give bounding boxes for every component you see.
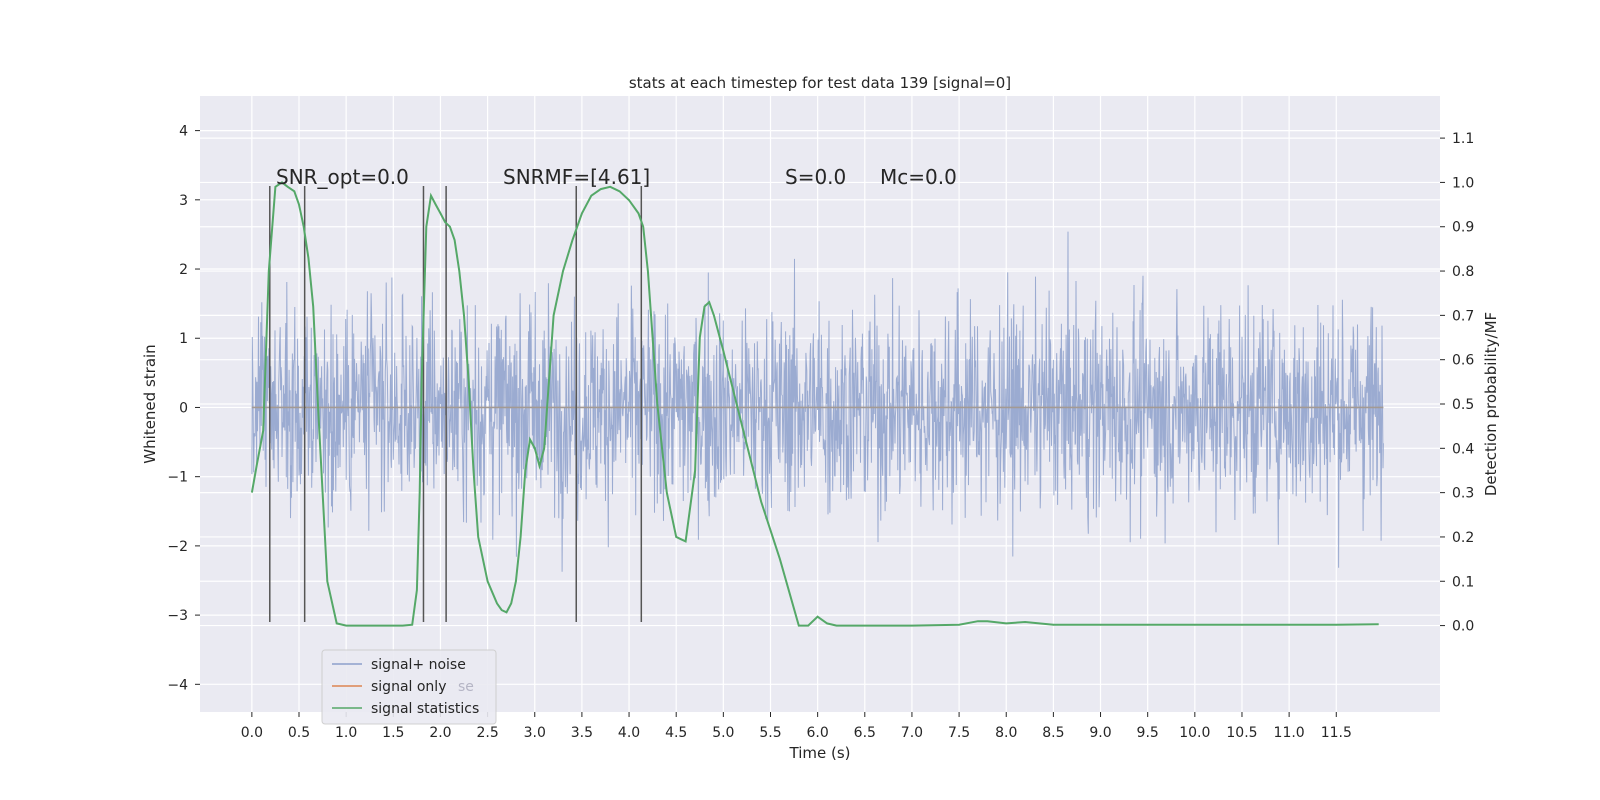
- x-tick-label: 8.0: [995, 725, 1017, 741]
- annotation-mc-value: Mc=0.0: [880, 165, 957, 189]
- y2-tick-label: 0.6: [1452, 353, 1474, 369]
- y2-axis-ticks: 1.1 1.0 0.9 0.8 0.7 0.6 0.5 0.4 0.3 0.2 0.1 0.0: [1440, 131, 1474, 635]
- x-tick-label: 5.5: [759, 725, 781, 741]
- x-tick-label: 5.0: [712, 725, 734, 741]
- legend-box: [321, 649, 497, 725]
- x-tick-label: 4.5: [665, 725, 687, 741]
- y-tick-label: 4: [179, 124, 188, 140]
- y2-tick-label: 0.5: [1452, 397, 1474, 413]
- x-tick-label: 11.5: [1321, 725, 1352, 741]
- x-axis-label: Time (s): [789, 744, 851, 762]
- signal-noise-series: [251, 231, 1384, 572]
- chart-title: stats at each timestep for test data 139…: [629, 74, 1011, 92]
- y-tick-label: −1: [167, 470, 188, 486]
- x-tick-label: 7.5: [948, 725, 970, 741]
- y2-tick-label: 0.0: [1452, 619, 1474, 635]
- annotation-snr-opt: SNR_opt=0.0: [276, 165, 409, 189]
- annotation-s-value: S=0.0: [785, 165, 846, 189]
- annotation-snr-mf: SNRMF=[4.61]: [503, 165, 650, 189]
- x-tick-label: 7.0: [901, 725, 923, 741]
- y-axis-ticks: 4 3 2 1 0 −1 −2 −3 −4: [167, 124, 200, 693]
- x-tick-label: 2.0: [429, 725, 451, 741]
- signal-noise-line: [251, 231, 1384, 572]
- legend-ghost-text: se: [458, 679, 474, 695]
- x-tick-label: 0.0: [241, 725, 263, 741]
- x-tick-label: 2.5: [476, 725, 498, 741]
- y2-tick-label: 0.1: [1452, 574, 1474, 590]
- y2-tick-label: 0.7: [1452, 308, 1474, 324]
- y-tick-label: −4: [167, 677, 188, 693]
- signal-statistics-series: [250, 181, 1379, 627]
- y-axis-label: Whitened strain: [141, 344, 159, 463]
- x-tick-label: 9.5: [1137, 725, 1159, 741]
- x-tick-label: 6.0: [807, 725, 829, 741]
- y2-tick-label: 0.2: [1452, 530, 1474, 546]
- y2-axis-label: Detection probability/MF: [1482, 312, 1500, 496]
- y2-tick-label: 0.3: [1452, 486, 1474, 502]
- x-tick-label: 3.0: [524, 725, 546, 741]
- y2-tick-label: 1.0: [1452, 175, 1474, 191]
- x-tick-label: 8.5: [1042, 725, 1064, 741]
- x-axis-ticks: 0.0 0.5 1.0 1.5 2.0 2.5 3.0 3.5 4.0 4.5 5.0 5.5 6.0 6…: [241, 712, 1352, 741]
- y2-tick-label: 1.1: [1452, 131, 1474, 147]
- legend: signal+ noise signal only se signal stat…: [321, 649, 497, 725]
- x-tick-label: 6.5: [854, 725, 876, 741]
- y-tick-label: −3: [167, 608, 188, 624]
- vertical-markers: [269, 185, 643, 623]
- y2-tick-label: 0.8: [1452, 264, 1474, 280]
- legend-label-signal-noise: signal+ noise: [371, 657, 466, 673]
- y-tick-label: −2: [167, 539, 188, 555]
- x-tick-label: 10.0: [1179, 725, 1210, 741]
- y-tick-label: 3: [179, 193, 188, 209]
- x-tick-label: 11.0: [1274, 725, 1305, 741]
- y-tick-label: 2: [179, 262, 188, 278]
- x-tick-label: 1.0: [335, 725, 357, 741]
- legend-label-signal-statistics: signal statistics: [371, 701, 479, 717]
- signal-statistics-line: [250, 181, 1379, 627]
- y2-tick-label: 0.4: [1452, 441, 1474, 457]
- x-tick-label: 1.5: [382, 725, 404, 741]
- y2-tick-label: 0.9: [1452, 220, 1474, 236]
- x-tick-label: 9.0: [1089, 725, 1111, 741]
- x-tick-label: 10.5: [1226, 725, 1257, 741]
- y-tick-label: 0: [179, 400, 188, 416]
- x-tick-label: 4.0: [618, 725, 640, 741]
- y-tick-label: 1: [179, 331, 188, 347]
- annotations: SNR_opt=0.0 SNRMF=[4.61] S=0.0 Mc=0.0: [276, 165, 957, 189]
- legend-label-signal-only: signal only: [371, 679, 446, 695]
- x-tick-label: 0.5: [288, 725, 310, 741]
- x-tick-label: 3.5: [571, 725, 593, 741]
